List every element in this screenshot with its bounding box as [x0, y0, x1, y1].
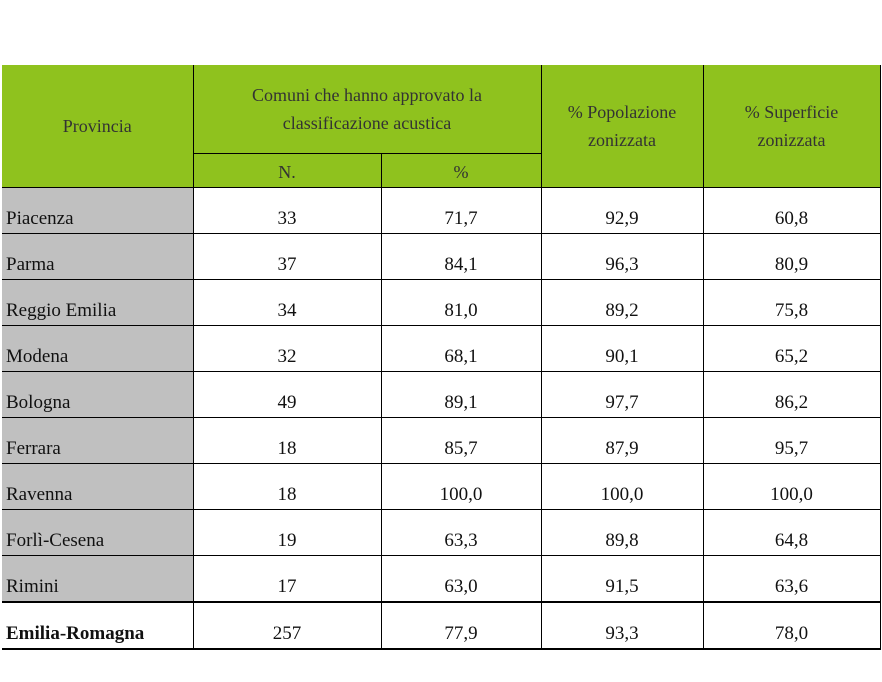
table-row: Parma 37 84,1 96,3 80,9 [2, 232, 881, 280]
value-cell: 63,6 [702, 554, 881, 602]
data-table: Provincia Comuni che hanno approvato la … [2, 65, 881, 650]
value-cell: 78,0 [702, 600, 881, 650]
province-cell: Parma [2, 232, 194, 280]
value-cell: 80,9 [702, 232, 881, 280]
value-cell: 75,8 [702, 278, 881, 326]
province-cell: Reggio Emilia [2, 278, 194, 326]
value-cell: 87,9 [540, 416, 704, 464]
value-cell: 91,5 [540, 554, 704, 602]
header-cell: Comuni che hanno approvato la classifica… [192, 65, 542, 153]
value-cell: 257 [192, 600, 382, 650]
value-cell: 37 [192, 232, 382, 280]
value-cell: 17 [192, 554, 382, 602]
table-row: Forlì-Cesena 19 63,3 89,8 64,8 [2, 508, 881, 556]
value-cell: 63,3 [380, 508, 542, 556]
value-cell: 32 [192, 324, 382, 372]
value-cell: 86,2 [702, 370, 881, 418]
province-cell: Piacenza [2, 186, 194, 234]
value-cell: 100,0 [702, 462, 881, 510]
value-cell: 84,1 [380, 232, 542, 280]
province-cell: Bologna [2, 370, 194, 418]
value-cell: 19 [192, 508, 382, 556]
table-row: Ravenna 18 100,0 100,0 100,0 [2, 462, 881, 510]
value-cell: 89,8 [540, 508, 704, 556]
province-cell: Forlì-Cesena [2, 508, 194, 556]
province-cell: Ferrara [2, 416, 194, 464]
value-cell: 34 [192, 278, 382, 326]
value-cell: 68,1 [380, 324, 542, 372]
header-cell: N. [192, 152, 382, 187]
value-cell: 18 [192, 416, 382, 464]
table-row: Reggio Emilia 34 81,0 89,2 75,8 [2, 278, 881, 326]
value-cell: 71,7 [380, 186, 542, 234]
table-header: Provincia Comuni che hanno approvato la … [2, 65, 881, 187]
value-cell: 85,7 [380, 416, 542, 464]
header-cell: % [380, 152, 542, 187]
header-cell: % Superficie zonizzata [702, 65, 881, 187]
value-cell: 93,3 [540, 600, 704, 650]
table-row: Bologna 49 89,1 97,7 86,2 [2, 370, 881, 418]
value-cell: 96,3 [540, 232, 704, 280]
value-cell: 64,8 [702, 508, 881, 556]
table-row: Modena 32 68,1 90,1 65,2 [2, 324, 881, 372]
value-cell: 90,1 [540, 324, 704, 372]
province-cell: Modena [2, 324, 194, 372]
value-cell: 92,9 [540, 186, 704, 234]
table-row: Rimini 17 63,0 91,5 63,6 [2, 554, 881, 602]
value-cell: 18 [192, 462, 382, 510]
header-cell: % Popolazione zonizzata [540, 65, 704, 187]
value-cell: 95,7 [702, 416, 881, 464]
value-cell: 33 [192, 186, 382, 234]
value-cell: 77,9 [380, 600, 542, 650]
table-row: Ferrara 18 85,7 87,9 95,7 [2, 416, 881, 464]
value-cell: 49 [192, 370, 382, 418]
table-row: Emilia-Romagna 257 77,9 93,3 78,0 [2, 600, 881, 650]
value-cell: 100,0 [380, 462, 542, 510]
value-cell: 81,0 [380, 278, 542, 326]
value-cell: 89,2 [540, 278, 704, 326]
header-cell: Provincia [2, 65, 194, 187]
value-cell: 63,0 [380, 554, 542, 602]
table-row: Piacenza 33 71,7 92,9 60,8 [2, 186, 881, 234]
province-cell: Emilia-Romagna [2, 600, 194, 650]
value-cell: 89,1 [380, 370, 542, 418]
value-cell: 65,2 [702, 324, 881, 372]
value-cell: 60,8 [702, 186, 881, 234]
table-body: Piacenza 33 71,7 92,9 60,8 Parma 37 84,1 96,3 80,… [2, 186, 881, 650]
value-cell: 100,0 [540, 462, 704, 510]
value-cell: 97,7 [540, 370, 704, 418]
province-cell: Ravenna [2, 462, 194, 510]
province-cell: Rimini [2, 554, 194, 602]
